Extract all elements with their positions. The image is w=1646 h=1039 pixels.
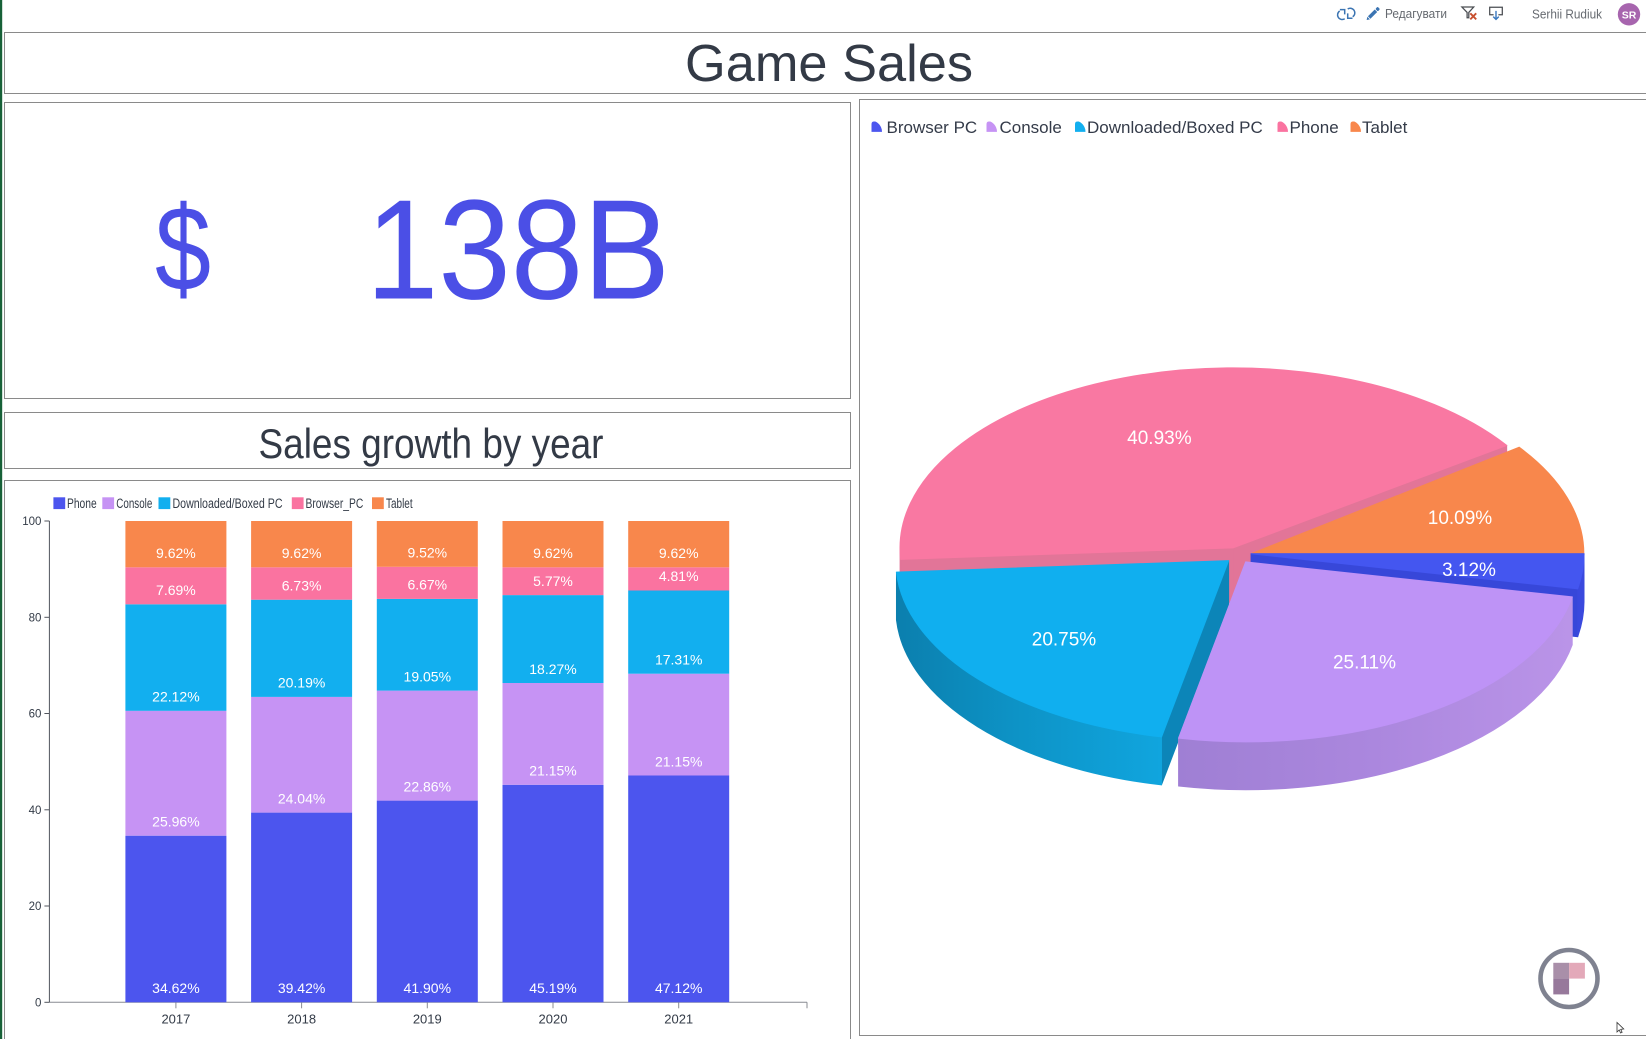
svg-text:22.12%: 22.12% <box>152 689 199 705</box>
svg-text:22.86%: 22.86% <box>404 778 451 794</box>
svg-text:Browser_PC: Browser_PC <box>306 496 364 511</box>
svg-text:Sales growth by year: Sales growth by year <box>259 420 604 467</box>
svg-text:3.12%: 3.12% <box>1442 560 1496 581</box>
svg-text:25.11%: 25.11% <box>1333 652 1396 673</box>
svg-text:21.15%: 21.15% <box>655 753 702 769</box>
svg-text:10.09%: 10.09% <box>1428 508 1493 529</box>
svg-text:19.05%: 19.05% <box>404 668 451 684</box>
svg-text:39.42%: 39.42% <box>278 980 325 996</box>
svg-text:Console: Console <box>1000 118 1062 137</box>
svg-text:Browser PC: Browser PC <box>887 118 978 137</box>
svg-text:100: 100 <box>22 516 41 528</box>
svg-text:20: 20 <box>29 901 42 913</box>
svg-text:Phone: Phone <box>67 496 97 511</box>
svg-text:9.62%: 9.62% <box>156 545 196 561</box>
svg-text:20.19%: 20.19% <box>278 675 325 691</box>
svg-text:21.15%: 21.15% <box>529 763 576 779</box>
svg-text:18.27%: 18.27% <box>529 661 576 677</box>
svg-text:Serhii Rudiuk: Serhii Rudiuk <box>1532 8 1603 22</box>
svg-text:Downloaded/Boxed PC: Downloaded/Boxed PC <box>173 496 283 511</box>
svg-text:45.19%: 45.19% <box>529 980 576 996</box>
svg-text:2020: 2020 <box>539 1011 568 1026</box>
svg-text:9.52%: 9.52% <box>407 545 447 561</box>
svg-text:138B: 138B <box>366 171 670 330</box>
svg-text:6.73%: 6.73% <box>282 578 322 594</box>
svg-text:SR: SR <box>1622 9 1637 21</box>
svg-text:2019: 2019 <box>413 1011 442 1026</box>
svg-text:9.62%: 9.62% <box>533 545 573 561</box>
svg-text:Console: Console <box>116 496 152 511</box>
svg-text:Phone: Phone <box>1290 118 1339 137</box>
svg-text:20.75%: 20.75% <box>1032 630 1097 651</box>
svg-text:7.69%: 7.69% <box>156 582 196 598</box>
svg-text:0: 0 <box>35 997 41 1009</box>
svg-text:41.90%: 41.90% <box>404 980 451 996</box>
svg-text:Tablet: Tablet <box>1362 118 1408 137</box>
svg-text:40.93%: 40.93% <box>1127 428 1192 449</box>
svg-text:40: 40 <box>29 805 42 817</box>
svg-text:25.96%: 25.96% <box>152 814 199 830</box>
svg-text:9.62%: 9.62% <box>659 545 699 561</box>
svg-text:5.77%: 5.77% <box>533 573 573 589</box>
svg-text:Game Sales: Game Sales <box>685 35 973 93</box>
svg-text:2017: 2017 <box>161 1011 190 1026</box>
svg-text:6.67%: 6.67% <box>407 577 447 593</box>
svg-text:9.62%: 9.62% <box>282 545 322 561</box>
svg-text:2018: 2018 <box>287 1011 316 1026</box>
svg-text:34.62%: 34.62% <box>152 980 199 996</box>
svg-text:Tablet: Tablet <box>386 496 413 511</box>
svg-text:Downloaded/Boxed PC: Downloaded/Boxed PC <box>1087 118 1263 137</box>
svg-text:24.04%: 24.04% <box>278 790 325 806</box>
svg-text:$: $ <box>155 180 211 316</box>
svg-text:17.31%: 17.31% <box>655 652 702 668</box>
svg-text:60: 60 <box>29 709 42 721</box>
svg-text:47.12%: 47.12% <box>655 980 702 996</box>
svg-text:Редагувати: Редагувати <box>1385 7 1447 21</box>
svg-text:2021: 2021 <box>664 1011 693 1026</box>
svg-text:80: 80 <box>29 612 42 624</box>
svg-text:4.81%: 4.81% <box>659 568 699 584</box>
